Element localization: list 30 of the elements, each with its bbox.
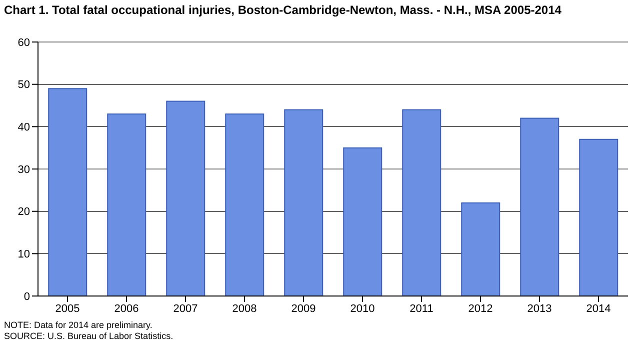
x-tick-label: 2006 — [114, 302, 139, 315]
y-tick-label: 20 — [18, 206, 30, 218]
bar — [225, 113, 264, 296]
bar — [343, 147, 382, 296]
text: NOTE: Data for 2014 are preliminary. — [4, 320, 154, 331]
y-tick-label: 0 — [24, 290, 30, 303]
bar — [520, 118, 560, 296]
bar — [461, 202, 500, 296]
source-note: SOURCE: U.S. Bureau of Labor Statistics. — [4, 331, 174, 342]
bar — [48, 88, 88, 296]
chart-title: Chart 1. Total fatal occupational injuries, Boston-Cambridge-Newton, Mass. - N.H., MSA 2005-2014 — [4, 3, 562, 18]
x-tick-label: 2011 — [410, 302, 434, 315]
x-tick-label: 2008 — [232, 302, 257, 315]
bar — [284, 109, 324, 296]
bar — [166, 100, 206, 296]
y-tick-label: 40 — [18, 122, 30, 134]
x-tick-label: 2007 — [173, 302, 198, 315]
x-tick-label: 2013 — [527, 302, 552, 315]
bar — [402, 109, 442, 296]
y-tick-label: 50 — [18, 79, 30, 92]
x-tick-label: 2010 — [350, 302, 375, 315]
bar — [107, 113, 146, 296]
x-tick-label: 2012 — [468, 302, 493, 315]
bar — [579, 138, 618, 296]
x-tick-label: 2014 — [586, 302, 611, 315]
y-tick-label: 30 — [18, 164, 30, 176]
y-tick-label: 60 — [18, 36, 30, 49]
x-tick-label: 2009 — [291, 302, 316, 315]
x-tick-label: 2005 — [55, 302, 80, 315]
y-tick-label: 10 — [18, 248, 30, 261]
